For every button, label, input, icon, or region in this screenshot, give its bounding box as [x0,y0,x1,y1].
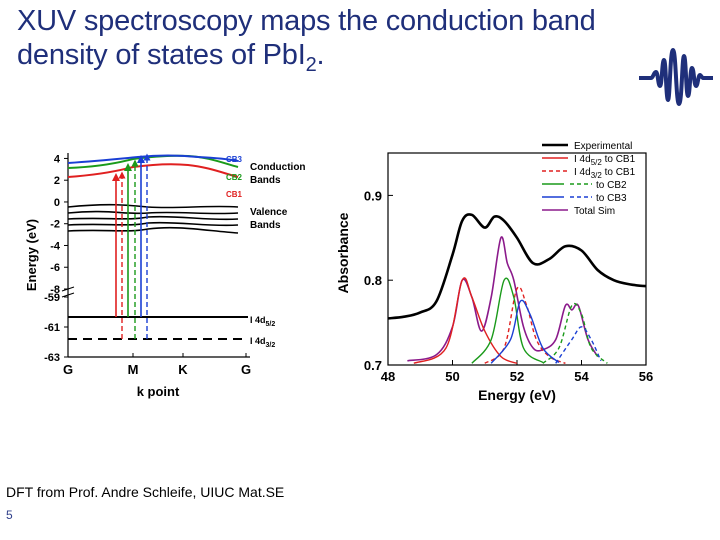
band-ytick-label: -63 [44,352,60,364]
abs-xtick-label: 48 [381,369,395,384]
band-xtick-label: G [63,362,73,377]
band-ytick-label: -59 [44,292,60,304]
conduction-band-cb3 [67,154,239,164]
band-y-axis-title: Energy (eV) [24,219,39,291]
band-x-axis-title: k point [137,384,180,399]
abs-x-axis-title: Energy (eV) [478,387,556,403]
legend-label: Experimental [574,141,632,152]
wave-packet-logo-icon [639,48,713,106]
slide-title: XUV spectroscopy maps the conduction ban… [17,4,627,82]
series-i-4d3-2-to-cb2 [542,302,608,364]
label-cb3: CB3 [226,155,243,164]
label-core-4d52: I 4d5/2 [250,315,275,328]
band-ytick-label: -4 [50,240,61,252]
band-ytick-label: -8 [50,284,60,296]
label-core-4d32: I 4d3/2 [250,336,275,349]
series-experimental [387,213,647,320]
band-ytick-label: 0 [54,197,60,209]
band-ytick-label: -2 [50,219,60,231]
legend-label: to CB3 [596,193,627,204]
abs-xtick-label: 56 [639,369,653,384]
abs-ytick-label: 0.7 [364,358,382,373]
legend-label: I 4d5/2 to CB1 [574,154,636,167]
series-i-4d5-2-to-cb1 [413,277,518,364]
band-ytick-label: -6 [50,262,60,274]
band-xtick-label: K [178,362,188,377]
legend-label: I 4d3/2 to CB1 [574,167,636,180]
valence-bands [67,203,239,234]
title-end: . [316,39,325,71]
abs-xtick-label: 52 [510,369,524,384]
band-ytick-label: -61 [44,322,60,334]
series-i-4d3-2-to-cb3 [555,326,602,364]
label-conduction: Conduction [250,162,306,173]
title-main: XUV spectroscopy maps the conduction ban… [17,5,596,71]
band-xtick-label: M [128,362,139,377]
label-cb2: CB2 [226,173,243,182]
band-xtick-label: G [241,362,251,377]
band-structure-chart: 4 2 0 -2 -4 -6 -8-59 -61 -63 G M K G CB3 CB2 CB1 Co… [24,153,306,399]
label-valence-bands: Bands [250,220,281,231]
slide-number: 5 [6,508,13,522]
footnote-credit: DFT from Prof. Andre Schleife, UIUC Mat.… [6,484,285,500]
abs-ytick-label: 0.9 [364,188,382,203]
abs-xtick-label: 50 [445,369,459,384]
absorbance-chart: 0.9 0.8 0.7 48 50 52 54 56 Experimental I 4d5/2… [335,141,653,403]
label-cb1: CB1 [226,190,243,199]
legend-label: to CB2 [596,180,627,191]
abs-y-axis-title: Absorbance [335,212,351,293]
label-valence: Valence [250,207,288,218]
legend-label: Total Sim [574,206,615,217]
band-ytick-label: 2 [54,175,60,187]
label-conduction-bands: Bands [250,175,281,186]
title-subscript: 2 [305,53,317,76]
band-ytick-label: 4 [54,153,61,165]
series-total-sim [407,236,599,362]
conduction-band-cb1 [67,163,239,178]
abs-ytick-label: 0.8 [364,273,382,288]
series-i-4d5-2-to-cb2 [471,277,544,364]
abs-xtick-label: 54 [574,369,589,384]
series-i-4d5-2-to-cb3 [490,299,560,364]
